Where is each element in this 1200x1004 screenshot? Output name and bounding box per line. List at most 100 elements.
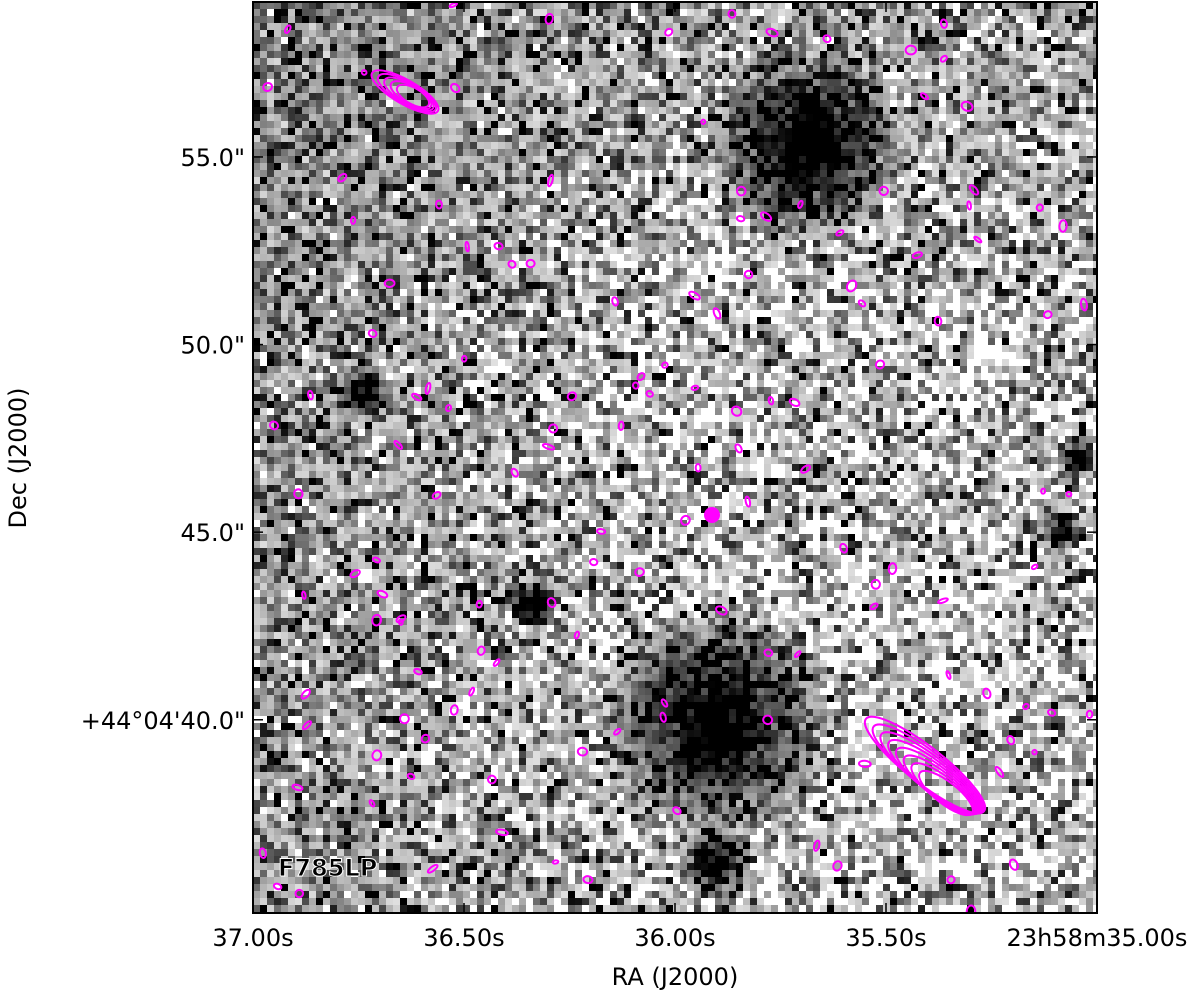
- pixel: [393, 114, 400, 121]
- pixel: [841, 79, 848, 86]
- pixel: [974, 240, 981, 247]
- pixel: [260, 149, 267, 156]
- pixel: [988, 86, 995, 93]
- pixel: [981, 184, 988, 191]
- pixel: [421, 240, 428, 247]
- pixel: [554, 303, 561, 310]
- pixel: [463, 16, 470, 23]
- pixel: [547, 310, 554, 317]
- pixel: [477, 184, 484, 191]
- pixel: [890, 317, 897, 324]
- pixel: [512, 149, 519, 156]
- pixel: [407, 240, 414, 247]
- pixel: [995, 317, 1002, 324]
- pixel: [897, 240, 904, 247]
- pixel: [1058, 135, 1065, 142]
- pixel: [288, 240, 295, 247]
- pixel: [365, 212, 372, 219]
- pixel: [540, 247, 547, 254]
- pixel: [288, 261, 295, 268]
- pixel: [820, 205, 827, 212]
- pixel: [729, 44, 736, 51]
- pixel: [708, 2, 715, 9]
- pixel: [477, 212, 484, 219]
- pixel: [498, 310, 505, 317]
- pixel: [750, 240, 757, 247]
- pixel: [540, 170, 547, 177]
- pixel: [540, 107, 547, 114]
- pixel: [701, 142, 708, 149]
- pixel: [463, 44, 470, 51]
- pixel: [862, 135, 869, 142]
- pixel: [253, 23, 260, 30]
- pixel: [1009, 51, 1016, 58]
- pixel: [848, 121, 855, 128]
- pixel: [862, 37, 869, 44]
- pixel: [610, 177, 617, 184]
- pixel: [561, 2, 568, 9]
- pixel: [925, 30, 932, 37]
- pixel: [470, 44, 477, 51]
- pixel: [435, 226, 442, 233]
- pixel: [911, 121, 918, 128]
- pixel: [708, 86, 715, 93]
- pixel: [834, 317, 841, 324]
- pixel: [330, 317, 337, 324]
- pixel: [806, 212, 813, 219]
- pixel: [309, 58, 316, 65]
- pixel: [344, 310, 351, 317]
- pixel: [918, 184, 925, 191]
- pixel: [309, 275, 316, 282]
- pixel: [967, 268, 974, 275]
- pixel: [421, 72, 428, 79]
- pixel: [1093, 58, 1097, 65]
- pixel: [435, 254, 442, 261]
- pixel: [666, 23, 673, 30]
- pixel: [687, 247, 694, 254]
- pixel: [470, 296, 477, 303]
- pixel: [379, 128, 386, 135]
- pixel: [379, 268, 386, 275]
- pixel: [407, 289, 414, 296]
- pixel: [421, 128, 428, 135]
- pixel: [323, 16, 330, 23]
- pixel: [757, 156, 764, 163]
- pixel: [449, 9, 456, 16]
- pixel: [659, 72, 666, 79]
- pixel: [855, 163, 862, 170]
- pixel: [659, 191, 666, 198]
- pixel: [736, 177, 743, 184]
- pixel: [988, 261, 995, 268]
- pixel: [575, 233, 582, 240]
- pixel: [603, 303, 610, 310]
- pixel: [785, 16, 792, 23]
- pixel: [988, 275, 995, 282]
- pixel: [603, 9, 610, 16]
- pixel: [1051, 310, 1058, 317]
- pixel: [414, 121, 421, 128]
- pixel: [358, 51, 365, 58]
- pixel: [414, 170, 421, 177]
- pixel: [540, 184, 547, 191]
- pixel: [729, 289, 736, 296]
- pixel: [589, 170, 596, 177]
- pixel: [722, 23, 729, 30]
- pixel: [491, 37, 498, 44]
- pixel: [372, 219, 379, 226]
- pixel: [925, 317, 932, 324]
- pixel: [799, 219, 806, 226]
- pixel: [1079, 310, 1086, 317]
- pixel: [834, 247, 841, 254]
- pixel: [477, 65, 484, 72]
- pixel: [316, 16, 323, 23]
- pixel: [806, 289, 813, 296]
- pixel: [834, 149, 841, 156]
- pixel: [820, 86, 827, 93]
- pixel: [316, 219, 323, 226]
- pixel: [414, 289, 421, 296]
- pixel: [764, 282, 771, 289]
- pixel: [512, 23, 519, 30]
- pixel: [715, 177, 722, 184]
- pixel: [624, 16, 631, 23]
- pixel: [911, 268, 918, 275]
